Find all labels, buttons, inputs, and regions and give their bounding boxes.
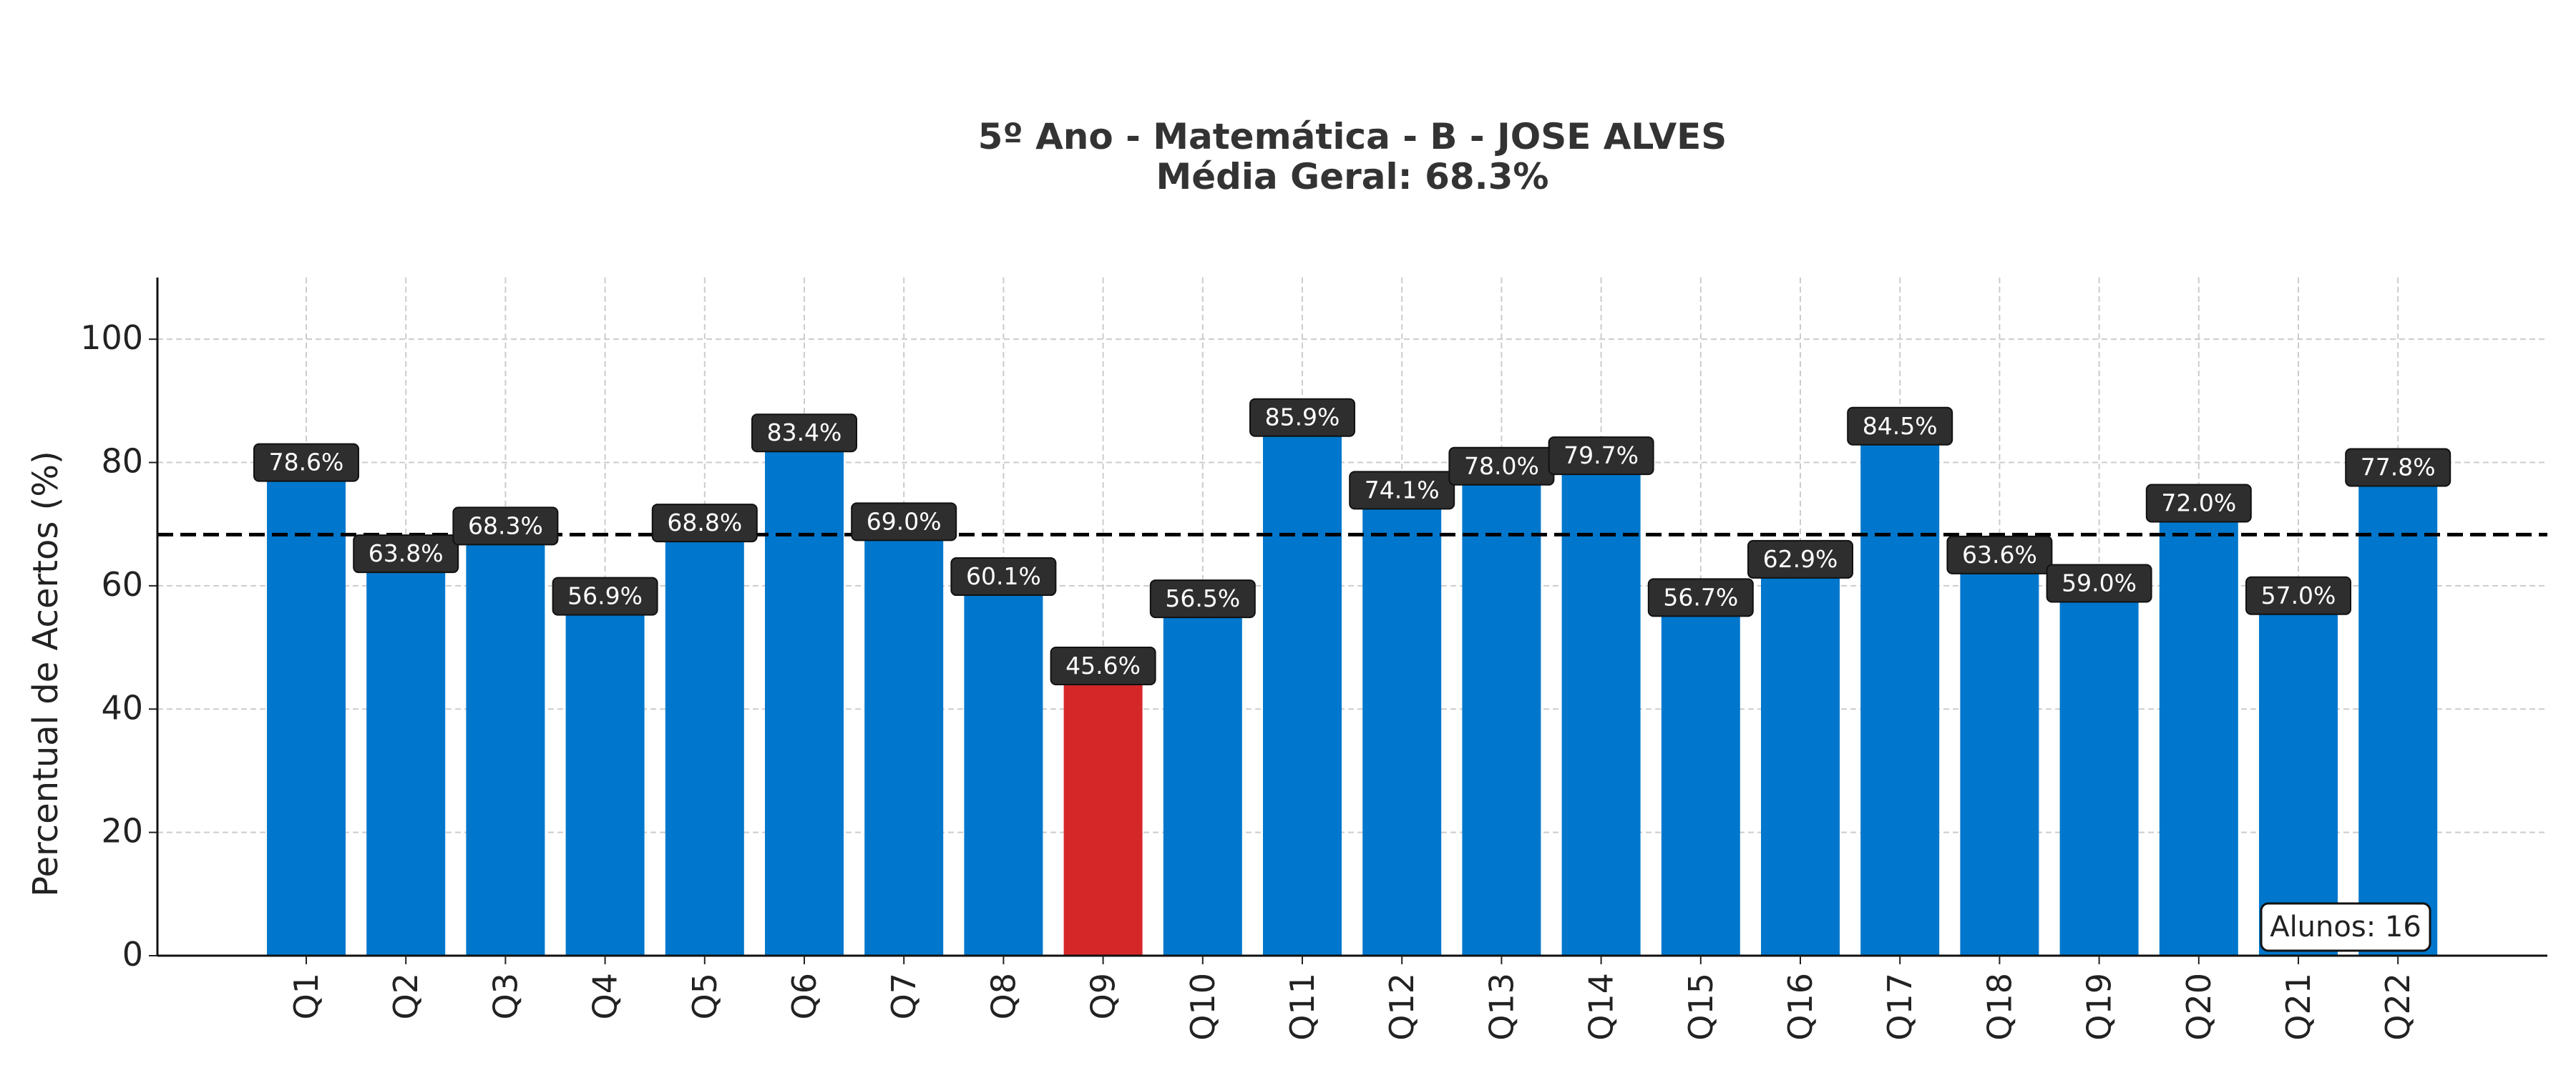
x-tick-label: Q4 [586,973,625,1019]
value-label: 79.7% [1563,441,1639,469]
value-label: 78.6% [269,449,344,476]
value-label: 59.0% [2062,569,2137,597]
x-tick-label: Q18 [1980,973,2019,1041]
x-tick-label: Q17 [1880,973,1919,1041]
x-tick-label: Q22 [2379,973,2417,1041]
value-label-box [1249,398,1355,437]
y-tick-label: 0 [122,935,143,974]
value-label-box [1747,539,1853,579]
value-label: 72.0% [2161,489,2236,516]
annotation-text: Alunos: 16 [2270,911,2421,944]
bar [1163,607,1242,956]
bar [565,604,645,956]
value-label: 56.5% [1165,584,1240,612]
x-tick-label: Q20 [2180,973,2218,1041]
y-tick-label: 100 [80,318,143,357]
value-label-box [2145,484,2252,523]
value-label: 60.1% [966,562,1041,590]
value-label: 68.3% [468,511,543,539]
value-label-box [1050,647,1156,686]
bar [1063,675,1143,956]
x-tick-label: Q6 [785,973,824,1019]
x-tick-label: Q19 [2080,973,2119,1041]
value-label: 57.0% [2261,582,2336,609]
value-label-box [552,577,658,616]
x-tick-label: Q5 [686,973,724,1019]
value-label-box [452,506,559,546]
x-tick-label: Q10 [1184,973,1222,1041]
bar [2059,592,2139,956]
value-label: 62.9% [1763,545,1838,573]
value-label-box [651,504,758,543]
value-label-box [1847,406,1953,446]
value-label-box [1647,578,1754,617]
bar [1661,606,1740,956]
chart-subtitle: Média Geral: 68.3% [1156,156,1549,197]
value-label: 78.0% [1464,452,1539,480]
bar [864,530,944,956]
value-label: 84.5% [1863,412,1938,440]
x-tick-label: Q11 [1283,973,1322,1041]
value-label: 63.6% [1962,541,2037,569]
x-tick-label: Q14 [1582,973,1621,1041]
value-label: 45.6% [1065,652,1141,680]
bar [1561,464,1641,956]
x-tick-label: Q9 [1084,973,1123,1019]
y-tick-label: 40 [101,688,143,727]
y-tick-label: 80 [101,442,143,481]
bar [1960,563,2039,956]
bar [1860,434,1940,956]
value-label-box [1548,436,1654,476]
value-label-box [751,413,857,453]
value-label-box [253,443,359,482]
value-label: 74.1% [1365,476,1440,504]
bar [2358,476,2438,956]
x-tick-label: Q1 [287,973,326,1019]
y-tick-label: 60 [101,565,143,604]
x-tick-label: Q21 [2279,973,2318,1041]
value-label-box [2345,448,2451,487]
bar [665,531,744,956]
bar [2159,511,2238,956]
value-label: 85.9% [1265,403,1340,431]
bar [1761,567,1840,956]
y-tick-label: 20 [101,812,143,851]
value-label-box [353,534,459,574]
x-tick-label: Q12 [1382,973,1421,1041]
value-label: 77.8% [2361,454,2436,481]
value-label: 63.8% [369,539,444,567]
bar [765,441,844,956]
bar [366,562,446,956]
value-label-box [2245,576,2351,615]
y-axis-label: Percentual de Acertos (%) [26,451,66,896]
value-label-box [1349,471,1455,510]
bar [1362,499,1442,956]
x-tick-label: Q13 [1482,973,1521,1041]
bar [1263,426,1342,956]
value-label-box [1149,579,1256,619]
x-tick-label: Q16 [1781,973,1820,1041]
value-label: 69.0% [867,507,942,535]
bar [466,534,545,956]
value-label: 56.9% [567,582,643,610]
x-tick-label: Q8 [984,973,1023,1019]
chart-title: 5º Ano - Matemática - B - JOSE ALVES [977,116,1727,157]
bar [964,585,1043,956]
value-label-box [851,502,957,542]
value-label-box [2046,564,2152,603]
x-tick-label: Q15 [1682,973,1720,1041]
value-label: 68.8% [667,509,742,536]
value-label: 83.4% [767,418,842,446]
annotation-box [2260,902,2431,952]
value-label: 56.7% [1663,583,1738,611]
x-tick-label: Q7 [884,973,923,1019]
x-tick-label: Q3 [486,973,525,1019]
bar [2259,604,2338,956]
x-tick-label: Q2 [386,973,425,1019]
bar [267,471,346,956]
bar [1462,474,1541,956]
value-label-box [1946,535,2053,574]
value-label-box [950,557,1057,597]
